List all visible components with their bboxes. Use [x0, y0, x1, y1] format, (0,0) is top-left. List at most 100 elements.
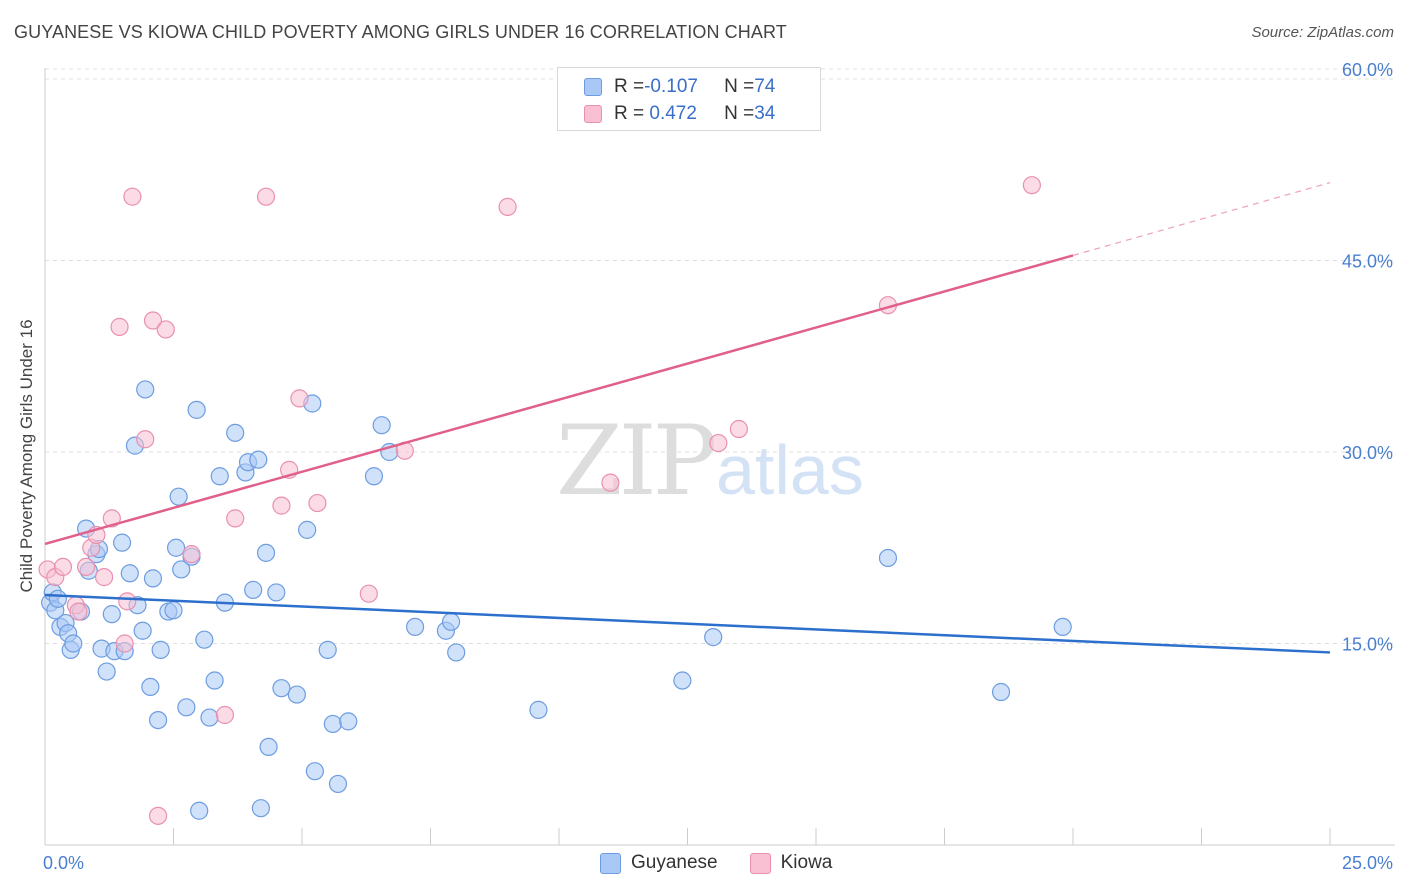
- x-tick-label: 25.0%: [1342, 853, 1393, 873]
- guyanese-point: [323, 714, 342, 734]
- guyanese-point: [97, 662, 116, 681]
- kiowa-point: [256, 187, 276, 206]
- legend-n-value: 34: [754, 103, 776, 124]
- chart-title: GUYANESE VS KIOWA CHILD POVERTY AMONG GI…: [14, 22, 787, 42]
- guyanese-point: [298, 520, 317, 539]
- kiowa-point: [498, 197, 517, 216]
- guyanese-point: [136, 380, 155, 399]
- kiowa-point: [290, 389, 309, 408]
- y-tick-label: 60.0%: [1342, 60, 1393, 80]
- kiowa-trend-line: [44, 254, 1074, 546]
- guyanese-point: [166, 538, 186, 557]
- legend-row-guyanese: R = -0.107 N = 74: [584, 75, 775, 99]
- guyanese-point: [305, 762, 324, 781]
- guyanese-point: [195, 630, 214, 649]
- guyanese-point: [529, 700, 548, 719]
- guyanese-point: [141, 677, 160, 697]
- kiowa-point: [601, 473, 620, 492]
- correlation-legend: R = -0.107 N = 74 R = 0.472 N = 34: [557, 67, 821, 131]
- legend-item-guyanese[interactable]: Guyanese: [600, 852, 718, 874]
- trend-lines: [44, 182, 1331, 654]
- guyanese-point: [256, 543, 276, 562]
- guyanese-point: [878, 548, 898, 568]
- guyanese-point: [164, 601, 183, 620]
- kiowa-point: [77, 557, 96, 577]
- guyanese-point: [991, 682, 1011, 702]
- kiowa-point: [709, 433, 728, 453]
- legend-n-label: N =: [724, 103, 755, 124]
- kiowa-point: [308, 493, 327, 513]
- guyanese-point: [704, 628, 723, 647]
- guyanese-legend-swatch: [600, 852, 621, 874]
- tick-labels: 15.0% 30.0% 45.0% 60.0% 0.0% 25.0%: [43, 60, 1393, 873]
- guyanese-point: [259, 737, 278, 757]
- guyanese-point: [372, 416, 391, 435]
- guyanese-point: [441, 612, 461, 631]
- guyanese-point: [102, 605, 121, 624]
- kiowa-point: [136, 430, 155, 449]
- guyanese-point: [318, 640, 337, 659]
- legend-item-label: Kiowa: [780, 852, 833, 873]
- guyanese-point: [169, 487, 188, 506]
- kiowa-swatch: [584, 105, 602, 123]
- legend-r-label: R =: [614, 103, 645, 124]
- kiowa-point: [115, 634, 134, 653]
- guyanese-point: [226, 423, 245, 442]
- kiowa-legend-swatch: [749, 852, 771, 874]
- kiowa-point: [95, 568, 114, 587]
- guyanese-point: [287, 685, 306, 704]
- guyanese-point: [1053, 617, 1072, 637]
- kiowa-trend-extension: [1072, 182, 1331, 256]
- kiowa-point: [215, 705, 234, 725]
- kiowa-point: [110, 317, 129, 336]
- guyanese-point: [190, 801, 209, 820]
- y-tick-label: 15.0%: [1342, 635, 1393, 655]
- guyanese-point: [151, 640, 170, 659]
- grid-lines: [45, 68, 1395, 644]
- legend-r-value: 0.472: [644, 103, 697, 124]
- kiowa-point: [182, 545, 201, 564]
- kiowa-point: [143, 311, 163, 330]
- legend-n-label: N =: [724, 76, 755, 97]
- guyanese-point: [64, 634, 83, 653]
- kiowa-point: [118, 592, 137, 611]
- kiowa-point: [148, 806, 168, 825]
- guyanese-point: [120, 564, 139, 583]
- guyanese-point: [673, 671, 692, 690]
- y-axis-label: Child Poverty Among Girls Under 16: [17, 319, 36, 593]
- guyanese-point: [251, 799, 270, 818]
- guyanese-point: [148, 710, 168, 730]
- kiowa-point: [102, 509, 121, 528]
- kiowa-point: [729, 419, 749, 439]
- guyanese-point: [447, 643, 466, 662]
- kiowa-point: [156, 320, 175, 339]
- guyanese-point: [339, 712, 358, 731]
- guyanese-point: [328, 774, 348, 794]
- kiowa-point: [226, 509, 245, 528]
- kiowa-point: [53, 557, 73, 577]
- legend-r-value: -0.107: [644, 76, 698, 97]
- guyanese-point: [364, 467, 384, 486]
- legend-row-kiowa: R = 0.472 N = 34: [584, 102, 775, 126]
- guyanese-point: [267, 583, 286, 602]
- guyanese-point: [210, 467, 229, 486]
- guyanese-trend-line: [44, 593, 1331, 654]
- axes: [44, 68, 1395, 846]
- guyanese-point: [249, 450, 268, 469]
- x-tick-label: 0.0%: [43, 853, 84, 873]
- watermark-atlas: atlas: [716, 431, 864, 509]
- guyanese-point: [133, 621, 152, 640]
- guyanese-point: [48, 589, 67, 608]
- guyanese-point: [244, 580, 263, 599]
- legend-r-label: R =: [614, 76, 645, 97]
- kiowa-point: [359, 584, 378, 603]
- guyanese-point: [205, 671, 224, 690]
- legend-n-value: 74: [754, 76, 776, 97]
- guyanese-point: [405, 617, 425, 637]
- legend-item-kiowa[interactable]: Kiowa: [749, 852, 833, 874]
- kiowa-point: [123, 187, 142, 206]
- guyanese-swatch: [584, 78, 602, 96]
- kiowa-point: [1022, 176, 1041, 195]
- y-tick-label: 45.0%: [1342, 252, 1393, 272]
